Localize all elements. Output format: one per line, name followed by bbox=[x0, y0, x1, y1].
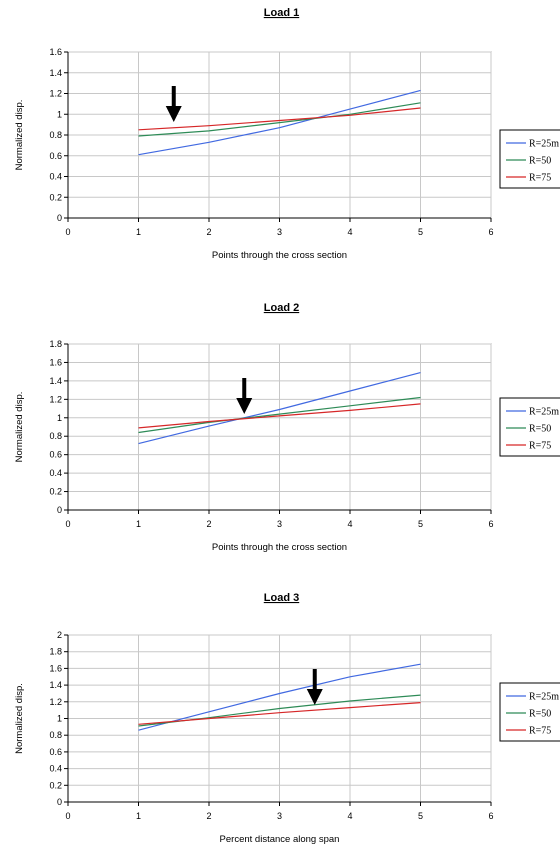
y-tick-label: 1.4 bbox=[49, 68, 62, 78]
y-tick-label: 2 bbox=[57, 630, 62, 640]
annotation-arrow bbox=[306, 669, 323, 705]
y-tick-label: 0.8 bbox=[49, 730, 62, 740]
legend: R=25m R=50 R=75 bbox=[499, 129, 560, 189]
y-tick-label: 0.6 bbox=[49, 450, 62, 460]
x-tick-label: 6 bbox=[488, 811, 493, 821]
y-tick-label: 1.2 bbox=[49, 89, 62, 99]
y-tick-label: 0.8 bbox=[49, 431, 62, 441]
legend-box bbox=[499, 129, 560, 189]
y-tick-label: 0.4 bbox=[49, 172, 62, 182]
legend-label: R=75 bbox=[529, 726, 551, 737]
y-tick-label: 1.8 bbox=[49, 647, 62, 657]
series-line-r-25m bbox=[138, 663, 421, 731]
x-tick-label: 1 bbox=[136, 811, 141, 821]
annotation-arrow bbox=[236, 378, 253, 414]
y-axis-title: Normalized disp. bbox=[14, 683, 25, 754]
chart-title: Load 3 bbox=[264, 592, 299, 604]
series-line-r-50 bbox=[138, 396, 421, 434]
legend-label: R=50 bbox=[529, 709, 551, 720]
legend-label: R=50 bbox=[529, 156, 551, 167]
legend: R=25m R=50 R=75 bbox=[499, 682, 560, 742]
legend-label: R=25m bbox=[529, 407, 559, 418]
series-line-r-75 bbox=[138, 403, 421, 429]
y-axis-title: Normalized disp. bbox=[14, 100, 25, 171]
legend: R=25m R=50 R=75 bbox=[499, 397, 560, 457]
legend-box bbox=[499, 397, 560, 457]
y-tick-label: 0 bbox=[57, 797, 62, 807]
x-tick-label: 3 bbox=[277, 519, 282, 529]
y-tick-label: 0 bbox=[57, 213, 62, 223]
legend-label: R=25m bbox=[529, 139, 559, 150]
gridlines bbox=[67, 634, 492, 803]
x-tick-label: 1 bbox=[136, 519, 141, 529]
x-tick-label: 2 bbox=[206, 227, 211, 237]
y-tick-label: 1 bbox=[57, 109, 62, 119]
x-tick-label: 0 bbox=[65, 519, 70, 529]
y-tick-label: 1.4 bbox=[49, 680, 62, 690]
y-tick-label: 1.6 bbox=[49, 357, 62, 367]
chart-1: Load 1 0 0.2 0.4 0.6 0.8 1 1.2 1.4 1.6 0 1 2 3 4 5 6 Poin… bbox=[14, 7, 560, 261]
series-line-r-25m bbox=[138, 372, 421, 445]
chart-2: Load 2 0 0.2 0.4 0.6 0.8 1 1.2 1.4 1.6 1.8 0 1 2 3 4 5 6 P… bbox=[14, 302, 560, 553]
x-tick-label: 3 bbox=[277, 227, 282, 237]
x-tick-label: 4 bbox=[347, 227, 352, 237]
x-tick-label: 4 bbox=[347, 519, 352, 529]
legend-label: R=75 bbox=[529, 441, 551, 452]
legend-label: R=50 bbox=[529, 424, 551, 435]
x-tick-label: 2 bbox=[206, 811, 211, 821]
y-tick-label: 1.4 bbox=[49, 376, 62, 386]
legend-label: R=25m bbox=[529, 692, 559, 703]
x-tick-label: 5 bbox=[418, 519, 423, 529]
x-tick-label: 5 bbox=[418, 811, 423, 821]
y-tick-label: 0.4 bbox=[49, 764, 62, 774]
y-tick-label: 0.4 bbox=[49, 468, 62, 478]
x-tick-label: 0 bbox=[65, 227, 70, 237]
x-tick-label: 2 bbox=[206, 519, 211, 529]
series-line-r-75 bbox=[138, 702, 421, 725]
arrow-head bbox=[306, 689, 323, 705]
x-tick-label: 4 bbox=[347, 811, 352, 821]
chart-title: Load 1 bbox=[264, 7, 299, 19]
y-tick-label: 1.6 bbox=[49, 663, 62, 673]
chart-title: Load 2 bbox=[264, 302, 299, 314]
annotation-arrow bbox=[165, 86, 182, 122]
y-tick-label: 0.6 bbox=[49, 151, 62, 161]
x-tick-label: 6 bbox=[488, 227, 493, 237]
chart-3: Load 3 0 0.2 0.4 0.6 0.8 1 1.2 1.4 1.6 1.8 2 0 1 2 3 4 5 6… bbox=[14, 592, 560, 845]
x-axis-title: Points through the cross section bbox=[212, 542, 347, 553]
y-tick-label: 1 bbox=[57, 714, 62, 724]
y-tick-label: 0.2 bbox=[49, 192, 62, 202]
y-tick-label: 1 bbox=[57, 413, 62, 423]
y-axis-title: Normalized disp. bbox=[14, 392, 25, 463]
y-tick-label: 1.6 bbox=[49, 47, 62, 57]
series-line-r-25m bbox=[138, 89, 421, 156]
x-tick-label: 5 bbox=[418, 227, 423, 237]
y-tick-label: 0 bbox=[57, 505, 62, 515]
series-line-r-50 bbox=[138, 102, 421, 137]
y-tick-label: 1.8 bbox=[49, 339, 62, 349]
x-axis-title: Points through the cross section bbox=[212, 250, 347, 261]
y-tick-label: 0.8 bbox=[49, 130, 62, 140]
series-line-r-75 bbox=[138, 107, 421, 131]
x-tick-label: 3 bbox=[277, 811, 282, 821]
y-tick-label: 1.2 bbox=[49, 394, 62, 404]
x-tick-label: 6 bbox=[488, 519, 493, 529]
y-tick-label: 0.6 bbox=[49, 747, 62, 757]
legend-box bbox=[499, 682, 560, 742]
legend-label: R=75 bbox=[529, 173, 551, 184]
arrow-head bbox=[236, 398, 253, 414]
gridlines bbox=[67, 343, 492, 511]
arrow-head bbox=[165, 106, 182, 122]
x-axis-title: Percent distance along span bbox=[220, 834, 340, 845]
y-tick-label: 0.2 bbox=[49, 487, 62, 497]
x-tick-label: 0 bbox=[65, 811, 70, 821]
x-tick-label: 1 bbox=[136, 227, 141, 237]
y-tick-label: 1.2 bbox=[49, 697, 62, 707]
y-tick-label: 0.2 bbox=[49, 780, 62, 790]
